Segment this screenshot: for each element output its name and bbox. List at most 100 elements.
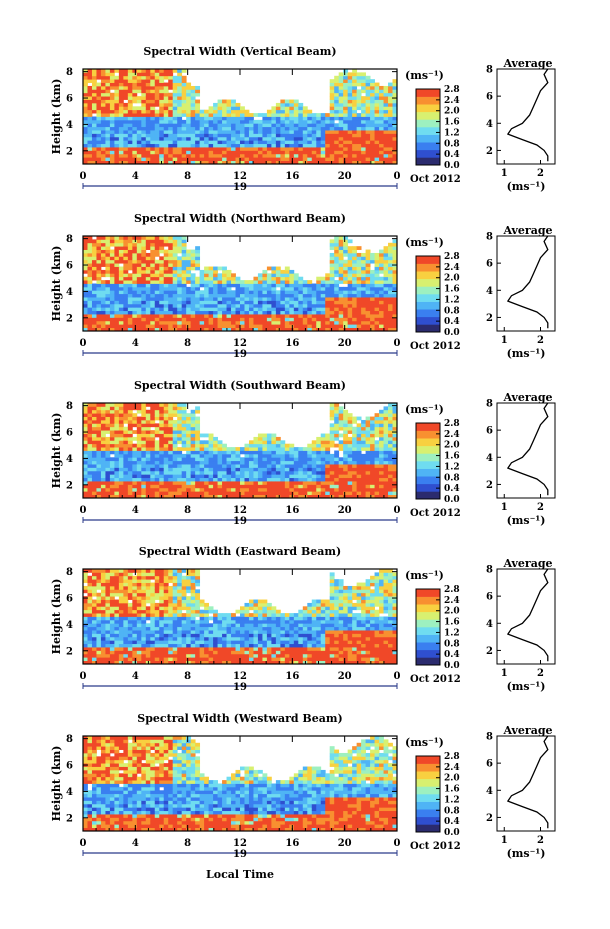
heatmap-cell (204, 290, 209, 295)
heatmap-cell (181, 106, 187, 111)
heatmap-cell (347, 123, 353, 128)
heatmap-cell (181, 153, 187, 158)
heatmap-cell (172, 484, 178, 489)
colorbar-segment (416, 271, 440, 280)
heatmap-cell (235, 276, 241, 281)
heatmap-cell (329, 143, 335, 148)
heatmap-cell (240, 286, 245, 291)
heatmap-cell (177, 324, 183, 328)
colorbar-tick-label: 2.0 (444, 274, 460, 284)
heatmap-cell (177, 143, 183, 148)
heatmap-cell (159, 280, 165, 284)
heatmap-cell (379, 140, 384, 145)
heatmap-cell (132, 85, 138, 90)
heatmap-cell (109, 147, 115, 151)
heatmap-cell (370, 286, 375, 291)
heatmap-cell (311, 443, 317, 448)
heatmap-cell (388, 303, 393, 308)
heatmap-cell (222, 119, 227, 124)
heatmap-cell (302, 474, 308, 479)
heatmap-cell (352, 249, 358, 254)
heatmap-cell (96, 310, 102, 315)
heatmap-cell (96, 460, 102, 465)
heatmap-cell (132, 303, 138, 308)
heatmap-cell (190, 252, 196, 257)
heatmap-cell (109, 436, 115, 441)
heatmap-cell (388, 242, 393, 247)
heatmap-cell (136, 147, 142, 151)
heatmap-cell (329, 406, 335, 411)
heatmap-cell (132, 307, 138, 312)
heatmap-cell (186, 147, 192, 151)
heatmap-cell (289, 130, 295, 134)
heatmap-cell (136, 314, 142, 318)
heatmap-cell (253, 464, 259, 468)
heatmap-cell (100, 106, 106, 111)
heatmap-cell (163, 85, 169, 90)
heatmap-cell (114, 426, 120, 431)
heatmap-cell (208, 491, 214, 495)
heatmap-cell (329, 130, 335, 134)
heatmap-cell (154, 423, 160, 428)
heatmap-cell (235, 307, 241, 312)
heatmap-cell (118, 477, 124, 482)
heatmap-cell (172, 464, 178, 468)
heatmap-cell (100, 481, 106, 485)
heatmap-cell (266, 286, 272, 291)
heatmap-cell (361, 314, 366, 318)
heatmap-cell (127, 423, 133, 428)
heatmap-cell (199, 481, 205, 485)
heatmap-cell (204, 310, 209, 315)
heatmap-cell (329, 246, 335, 250)
heatmap-cell (231, 470, 236, 475)
heatmap-cell (168, 113, 174, 117)
heatmap-cell (100, 310, 106, 315)
heatmap-cell (109, 491, 115, 495)
heatmap-cell (226, 450, 232, 455)
heatmap-cell (100, 89, 106, 94)
heatmap-cell (388, 130, 393, 134)
heatmap-cell (91, 130, 97, 134)
heatmap-cell (109, 310, 115, 315)
heatmap-cell (91, 242, 97, 247)
heatmap-cell (141, 239, 147, 244)
heatmap-cell (172, 324, 178, 328)
heatmap-cell (222, 269, 227, 274)
heatmap-cell (109, 140, 115, 145)
heatmap-cell (91, 481, 97, 485)
heatmap-cell (338, 106, 344, 111)
heatmap-cell (91, 416, 97, 421)
heatmap-cell (374, 491, 380, 495)
heatmap-cell (374, 460, 380, 465)
heatmap-cell (338, 409, 344, 414)
heatmap-cell (154, 140, 160, 145)
heatmap-cell (222, 126, 227, 131)
heatmap-cell (311, 153, 317, 158)
heatmap-cell (253, 140, 259, 145)
heatmap-cell (83, 297, 88, 301)
heatmap-cell (83, 92, 88, 97)
heatmap-cell (244, 494, 250, 499)
heatmap-cell (334, 413, 340, 417)
heatmap-cell (275, 314, 281, 318)
heatmap-cell (329, 82, 335, 87)
heatmap-cell (100, 263, 106, 267)
heatmap-cell (141, 69, 147, 73)
heatmap-cell (150, 130, 156, 134)
heatmap-cell (177, 303, 183, 308)
heatmap-cell (123, 440, 129, 445)
heatmap-cell (204, 153, 209, 158)
heatmap-cell (347, 75, 353, 80)
heatmap-cell (343, 310, 349, 315)
heatmap-cell (329, 290, 335, 295)
heatmap-cell (235, 300, 241, 305)
heatmap-cell (248, 491, 254, 495)
heatmap-cell (275, 491, 281, 495)
heatmap-cell (118, 280, 124, 284)
heatmap-cell (356, 147, 362, 151)
heatmap-cell (388, 123, 393, 128)
heatmap-cell (172, 126, 178, 131)
heatmap-cell (253, 130, 259, 134)
heatmap-cell (172, 89, 178, 94)
